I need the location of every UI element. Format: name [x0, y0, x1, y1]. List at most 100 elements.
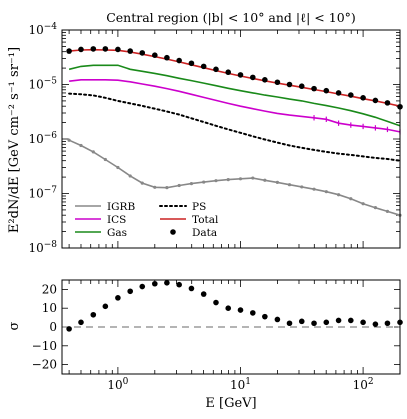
bottom-y-tick-label: −20: [32, 358, 57, 372]
point-igrb: [153, 185, 157, 189]
bottom-y-tick-label: 0: [49, 320, 57, 334]
legend-label-ics: ICS: [107, 214, 126, 226]
bottom-y-tick-label: 10: [42, 301, 57, 315]
point-data: [286, 81, 293, 88]
residual-point: [335, 317, 342, 324]
bottom-x-tick-label: 102: [353, 377, 374, 392]
residual-point: [348, 317, 354, 324]
point-data: [176, 57, 182, 64]
point-igrb: [79, 143, 83, 148]
residual-point: [274, 316, 281, 323]
series-line-ps: [68, 92, 401, 162]
bottom-x-tick-labels: 100 101 102: [107, 377, 373, 392]
legend-label-total: Total: [192, 214, 219, 226]
point-igrb: [214, 179, 218, 183]
point-data: [348, 92, 354, 98]
point-data: [139, 50, 146, 56]
top-y-tick-label: 10−7: [28, 186, 57, 201]
point-data: [372, 97, 379, 104]
residual-point: [66, 326, 72, 332]
point-data: [237, 72, 244, 78]
point-igrb: [336, 193, 341, 197]
point-igrb: [275, 180, 280, 184]
point-data: [78, 46, 84, 53]
residual-point: [102, 303, 109, 310]
point-data: [298, 83, 305, 90]
point-data: [360, 95, 366, 101]
top-ticks: [62, 29, 401, 249]
top-y-axis-label: E²dN/dE [GeV cm⁻² s⁻¹ sr⁻¹]: [7, 47, 22, 233]
residual-point: [360, 319, 366, 326]
bottom-x-axis-label: E [GeV]: [205, 396, 256, 411]
point-igrb: [165, 186, 169, 190]
residual-point: [139, 283, 146, 290]
residual-point: [225, 305, 232, 312]
point-igrb: [324, 190, 328, 194]
bottom-y-axis-label: σ: [7, 321, 22, 330]
point-data: [311, 85, 317, 92]
bottom-x-tick-label: 101: [230, 377, 251, 392]
top-series-layer: [66, 46, 403, 217]
residual-point: [323, 319, 330, 326]
point-data: [323, 87, 330, 94]
series-line-gas: [68, 64, 401, 127]
series-line-ics: [69, 79, 401, 133]
residual-point: [213, 299, 219, 306]
point-igrb: [287, 183, 292, 187]
point-igrb: [263, 178, 267, 182]
point-igrb: [238, 177, 243, 181]
point-data: [66, 48, 72, 54]
point-data: [188, 60, 195, 67]
residual-point: [286, 320, 293, 327]
point-igrb: [67, 138, 71, 142]
point-data: [213, 66, 219, 73]
point-data: [90, 46, 97, 52]
point-igrb: [226, 177, 230, 182]
point-igrb: [251, 176, 255, 180]
residual-point: [311, 320, 317, 327]
point-igrb: [177, 183, 181, 188]
point-data: [115, 46, 121, 53]
bottom-y-tick-label: 20: [42, 282, 57, 296]
legend-label-data: Data: [192, 227, 217, 239]
point-igrb: [349, 197, 353, 201]
residual-point: [152, 280, 158, 287]
point-igrb: [103, 157, 107, 162]
legend-label-ps: PS: [192, 201, 206, 213]
bottom-y-tick-label: −10: [32, 339, 57, 353]
point-data: [200, 63, 207, 70]
residual-point: [384, 320, 391, 327]
point-igrb: [116, 165, 120, 170]
bottom-x-tick-label: 100: [107, 377, 128, 392]
point-data: [152, 52, 158, 58]
point-data: [384, 100, 391, 106]
legend-label-gas: Gas: [107, 227, 127, 239]
point-data: [225, 69, 232, 76]
legend-label-igrb: IGRB: [107, 201, 135, 213]
chart-title: Central region (|b| < 10° and |ℓ| < 10°): [106, 10, 356, 25]
point-igrb: [373, 206, 377, 210]
point-igrb: [300, 185, 304, 189]
residual-point: [115, 295, 121, 301]
point-data: [262, 76, 268, 83]
series-line-total: [69, 48, 401, 107]
top-y-tick-label: 10−5: [28, 77, 57, 92]
series-line-igrb: [68, 139, 401, 216]
bottom-plot-frame: [61, 279, 401, 375]
top-y-tick-labels: 10−4 10−5 10−6 10−7 10−8: [28, 22, 57, 255]
point-data: [127, 48, 134, 54]
residual-point: [164, 280, 170, 286]
point-data: [164, 54, 170, 61]
top-chart: Central region (|b| < 10° and |ℓ| < 10°)…: [7, 10, 403, 255]
point-igrb: [385, 209, 390, 213]
residual-point: [250, 310, 256, 316]
residual-point: [237, 307, 244, 313]
top-y-tick-label: 10−4: [28, 22, 57, 37]
residual-point: [127, 288, 134, 295]
top-plot-frame: [61, 29, 401, 249]
point-igrb: [312, 187, 316, 191]
residual-point: [200, 291, 207, 297]
